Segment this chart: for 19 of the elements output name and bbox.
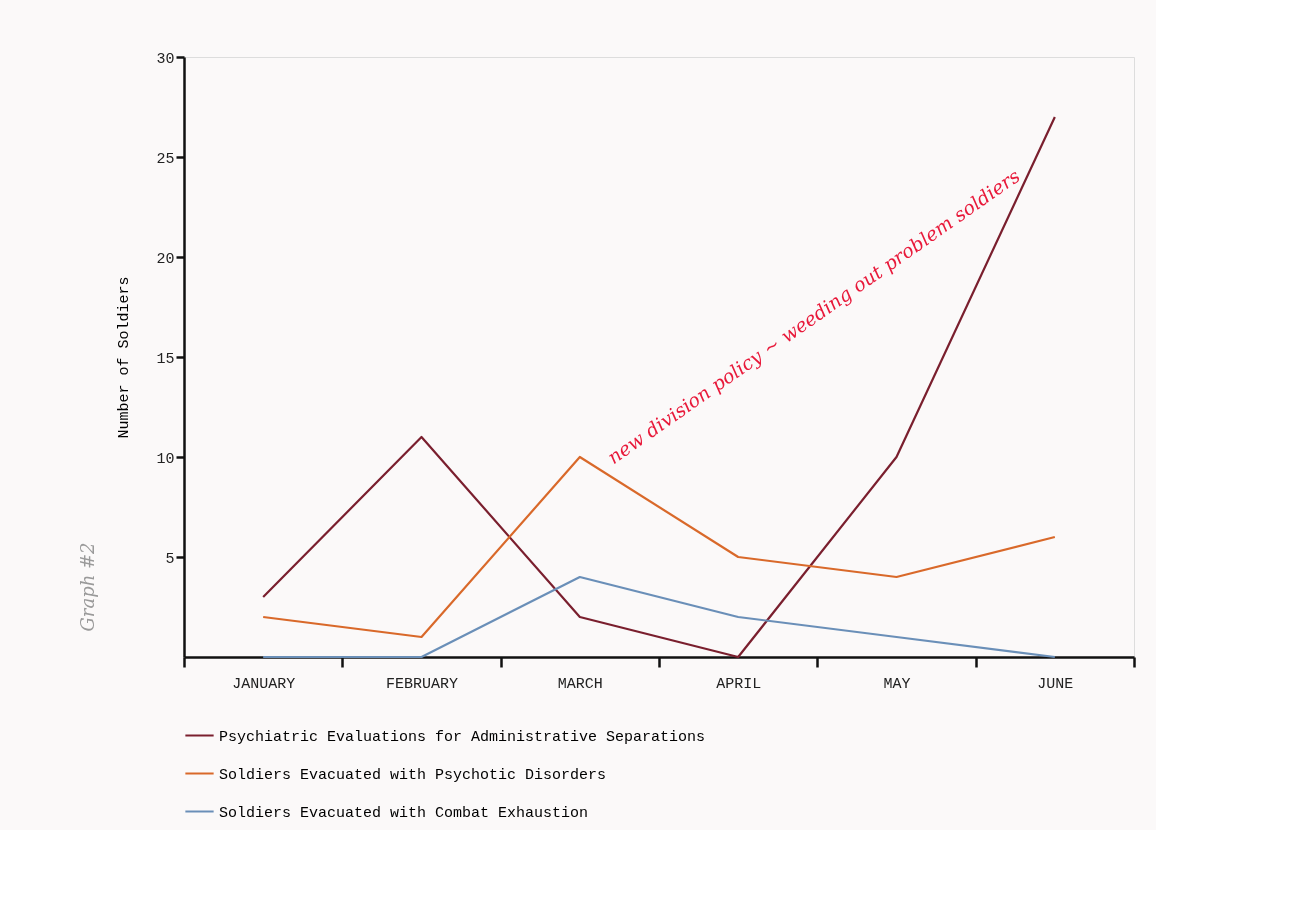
- x-tick-label: MARCH: [557, 675, 603, 693]
- y-tick-label: 5: [165, 550, 175, 568]
- x-tick-label: JANUARY: [232, 675, 296, 693]
- y-tick-label: 10: [156, 450, 175, 468]
- y-tick-label: 20: [156, 250, 175, 268]
- line-series: [262, 115, 1056, 659]
- x-tick-label: JUNE: [1037, 675, 1074, 693]
- legend-label: Soldiers Evacuated with Combat Exhaustion: [219, 804, 589, 822]
- line-series: [262, 575, 1056, 659]
- x-tick-label: MAY: [883, 675, 911, 693]
- x-tick-label: APRIL: [716, 675, 762, 693]
- legend-label: Soldiers Evacuated with Psychotic Disorders: [219, 766, 607, 784]
- x-tick-label: FEBRUARY: [385, 675, 459, 693]
- y-tick-label: 25: [156, 150, 175, 168]
- y-axis-title: Number of Soldiers: [116, 276, 134, 439]
- text: Graph #2: [77, 542, 98, 632]
- legend-label: Psychiatric Evaluations for Administrative Separations: [219, 728, 706, 746]
- y-tick-label: 15: [156, 350, 175, 368]
- y-tick-label: 30: [156, 50, 175, 68]
